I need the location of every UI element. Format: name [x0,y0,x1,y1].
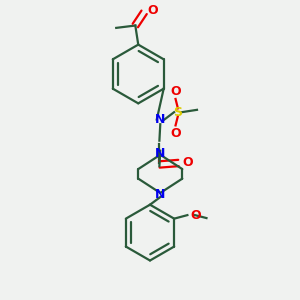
Text: O: O [170,127,181,140]
Text: O: O [148,4,158,17]
Text: N: N [155,188,166,201]
Text: O: O [183,156,193,169]
Text: S: S [173,106,182,119]
Text: N: N [155,147,166,160]
Text: N: N [155,113,166,126]
Text: O: O [170,85,181,98]
Text: O: O [190,208,201,222]
